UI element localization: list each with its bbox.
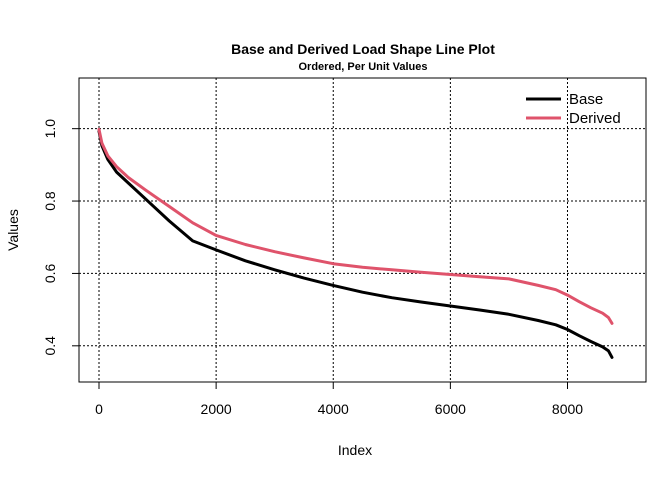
legend-label-base: Base <box>569 91 603 108</box>
chart-subtitle: Ordered, Per Unit Values <box>299 61 428 73</box>
legend-label-derived: Derived <box>569 110 621 127</box>
x-tick-label: 4000 <box>318 401 349 417</box>
chart-title: Base and Derived Load Shape Line Plot <box>231 41 495 57</box>
plot-frame <box>78 77 647 383</box>
x-axis-label: Index <box>338 442 372 458</box>
y-axis: 0.4 0.6 0.8 1.0 <box>42 119 80 356</box>
x-tick-label: 6000 <box>435 401 466 417</box>
x-tick-label: 8000 <box>552 401 583 417</box>
y-tick-label: 1.0 <box>42 119 58 139</box>
x-tick-label: 0 <box>95 401 103 417</box>
legend: Base Derived <box>526 91 621 127</box>
y-tick-label: 0.4 <box>42 336 58 356</box>
y-tick-label: 0.8 <box>42 191 58 211</box>
x-tick-label: 2000 <box>201 401 232 417</box>
series-lines <box>97 127 614 359</box>
grid <box>79 78 646 382</box>
y-tick-label: 0.6 <box>42 263 58 283</box>
x-axis: 0 2000 4000 6000 8000 <box>95 381 583 417</box>
series-line-derived <box>97 127 614 325</box>
y-axis-label: Values <box>5 209 21 251</box>
series-line-base <box>97 129 614 359</box>
